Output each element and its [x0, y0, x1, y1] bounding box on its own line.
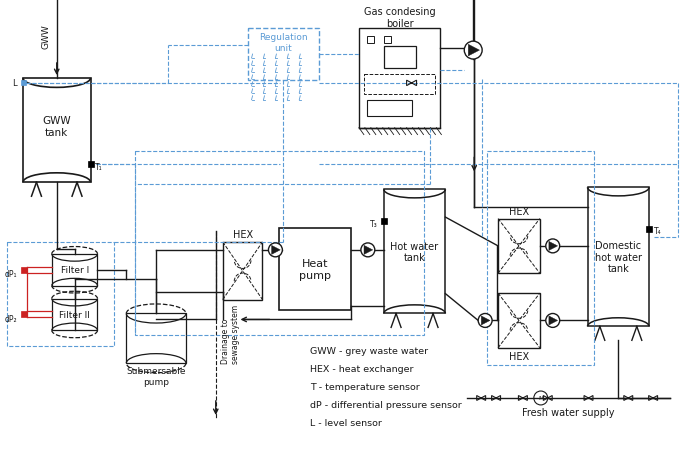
Bar — [367, 101, 412, 117]
Text: HEX: HEX — [509, 206, 529, 216]
Text: L - level sensor: L - level sensor — [310, 418, 382, 427]
Circle shape — [546, 314, 560, 328]
Bar — [588, 188, 649, 327]
Text: dP₂: dP₂ — [5, 314, 17, 323]
Bar — [23, 79, 90, 183]
Bar — [367, 37, 374, 44]
Text: HEX: HEX — [509, 351, 529, 361]
Bar — [247, 29, 319, 81]
Circle shape — [546, 240, 560, 253]
Bar — [646, 227, 652, 232]
Circle shape — [361, 243, 375, 257]
Circle shape — [478, 314, 492, 328]
Bar — [279, 229, 351, 310]
Text: Submersable
pump: Submersable pump — [126, 367, 186, 386]
Circle shape — [269, 243, 282, 257]
Polygon shape — [482, 316, 490, 325]
Text: GWW
tank: GWW tank — [42, 116, 71, 137]
Text: GWW: GWW — [41, 24, 50, 49]
Text: HEX: HEX — [232, 230, 253, 240]
Text: dP₁: dP₁ — [5, 269, 17, 279]
Bar — [135, 152, 423, 336]
Text: Domestic
hot water
tank: Domestic hot water tank — [595, 241, 642, 274]
Bar — [384, 47, 416, 69]
Polygon shape — [549, 316, 558, 325]
Polygon shape — [469, 45, 479, 57]
Text: Filter I: Filter I — [60, 266, 89, 274]
Bar — [381, 218, 387, 224]
Text: T₃: T₃ — [370, 219, 377, 228]
Bar — [52, 254, 97, 286]
Bar — [359, 29, 440, 129]
Bar — [223, 242, 262, 300]
Bar — [498, 293, 540, 348]
Bar — [384, 190, 445, 314]
Text: Hot water
tank: Hot water tank — [390, 241, 438, 263]
Bar — [498, 219, 540, 274]
Text: T₄: T₄ — [654, 227, 662, 236]
Bar — [384, 37, 390, 44]
Text: T - temperature sensor: T - temperature sensor — [310, 382, 420, 391]
Text: Drainage to
sewage system: Drainage to sewage system — [221, 304, 240, 363]
Circle shape — [464, 42, 482, 60]
Bar — [7, 242, 114, 347]
Text: GWW - grey waste water: GWW - grey waste water — [310, 347, 428, 356]
Polygon shape — [271, 246, 280, 255]
Text: Fresh water supply: Fresh water supply — [523, 407, 615, 417]
Bar — [21, 267, 27, 273]
Text: T₁: T₁ — [95, 162, 102, 172]
Polygon shape — [549, 242, 558, 251]
Bar — [21, 312, 27, 318]
Text: Heat
pump: Heat pump — [299, 258, 331, 280]
Text: Regulation
unit: Regulation unit — [259, 34, 308, 53]
Bar — [21, 81, 27, 86]
Text: HEX - heat exchanger: HEX - heat exchanger — [310, 364, 414, 373]
Bar — [126, 314, 186, 364]
Bar — [487, 152, 595, 365]
Text: Gas condesing
boiler: Gas condesing boiler — [364, 7, 436, 29]
Polygon shape — [364, 246, 373, 255]
Text: Filter II: Filter II — [59, 310, 90, 319]
Text: L: L — [12, 79, 16, 88]
Text: M: M — [538, 396, 543, 401]
Text: dP - differential pressure sensor: dP - differential pressure sensor — [310, 400, 462, 409]
Bar — [52, 299, 97, 330]
Bar — [364, 75, 436, 95]
Bar — [88, 162, 94, 168]
